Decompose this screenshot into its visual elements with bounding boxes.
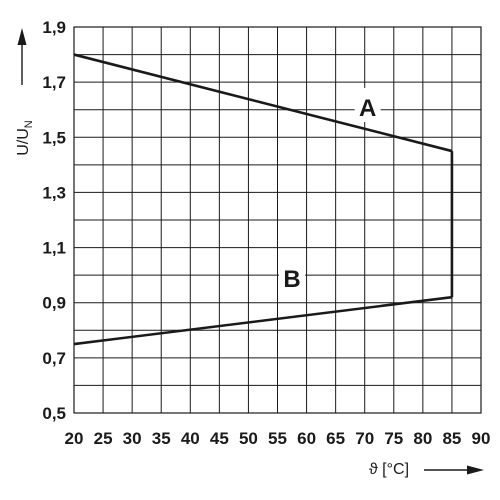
curve-label-background	[354, 87, 381, 122]
x-tick-label: 85	[442, 429, 461, 448]
series-lines	[73, 53, 454, 346]
y-tick-label: 1,1	[42, 239, 66, 258]
y-tick-label: 0,5	[42, 404, 66, 423]
y-tick-label: 1,9	[42, 18, 66, 37]
x-tick-label: 55	[268, 429, 287, 448]
series-line-b	[73, 295, 453, 346]
x-tick-label: 75	[384, 429, 403, 448]
x-tick-label: 20	[65, 429, 84, 448]
x-tick-label: 35	[152, 429, 171, 448]
y-axis-title-group: U/UN	[15, 28, 35, 156]
x-tick-label: 80	[413, 429, 432, 448]
x-tick-label: 30	[123, 429, 142, 448]
x-tick-label: 65	[326, 429, 345, 448]
x-tick-label: 45	[210, 429, 229, 448]
curve-label-background	[279, 258, 306, 293]
x-axis-title-group: ϑ [°C]	[369, 461, 484, 478]
x-tick-label: 90	[472, 429, 491, 448]
y-tick-label: 1,5	[42, 128, 66, 147]
curve-label-a: A	[359, 95, 376, 122]
series-line-a	[73, 53, 453, 153]
x-tick-label: 40	[181, 429, 200, 448]
y-tick-label: 1,3	[42, 183, 66, 202]
y-axis-arrow-head	[17, 28, 27, 45]
y-axis-title: U/UN	[15, 120, 35, 156]
y-tick-label: 0,7	[42, 349, 66, 368]
curve-label-b: B	[283, 266, 300, 293]
x-axis-arrow-head	[467, 465, 484, 475]
x-tick-label: 25	[94, 429, 113, 448]
x-axis-title: ϑ [°C]	[369, 461, 409, 478]
grid	[73, 26, 482, 414]
x-tick-label: 70	[355, 429, 374, 448]
tick-labels: 20 25 30 35 40 45 50 55 60 65 70 75 80 85 90 0,5 0,7 0,9 1…	[42, 18, 490, 448]
x-tick-label: 60	[297, 429, 316, 448]
y-tick-label: 1,7	[42, 73, 66, 92]
plot-frame	[73, 26, 482, 414]
y-tick-label: 0,9	[42, 294, 66, 313]
y-axis-title-subscript: N	[23, 120, 35, 128]
x-tick-label: 50	[239, 429, 258, 448]
annotations: AB	[279, 87, 381, 293]
